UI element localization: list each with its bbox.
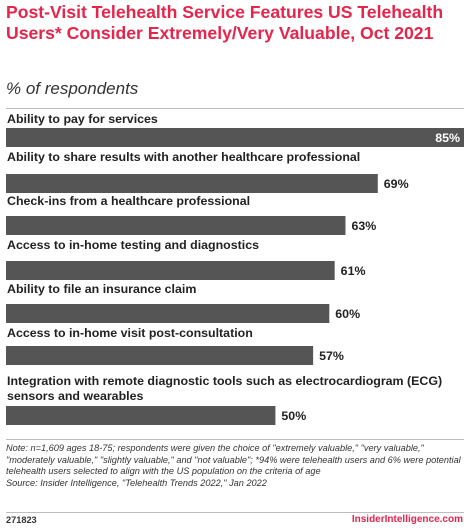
chart-title: Post-Visit Telehealth Service Features U… xyxy=(6,2,444,43)
bar-2 xyxy=(6,174,378,193)
chart-subtitle: % of respondents xyxy=(6,79,139,98)
note-text: Note: n=1,609 ages 18-75; respondents we… xyxy=(6,443,461,476)
brand-logo-text: InsiderIntelligence.com xyxy=(351,514,463,525)
top-divider xyxy=(6,108,464,109)
value-label-7: 50% xyxy=(281,409,306,423)
category-label-4: Access to in-home testing and diagnostic… xyxy=(7,238,259,252)
category-label-3: Check-ins from a healthcare professional xyxy=(7,194,250,208)
value-label-3: 63% xyxy=(351,219,376,233)
value-label-2: 69% xyxy=(384,177,409,191)
category-label-1: Ability to pay for services xyxy=(7,112,158,126)
bar-3 xyxy=(6,216,346,235)
category-label-2: Ability to share results with another he… xyxy=(7,150,360,164)
chart-notes: Note: n=1,609 ages 18-75; respondents we… xyxy=(6,443,462,489)
value-label-1: 85% xyxy=(435,131,460,145)
value-label-6: 57% xyxy=(319,349,344,363)
category-label-6: Access to in-home visit post-consultatio… xyxy=(7,326,253,340)
value-label-4: 61% xyxy=(341,264,366,278)
bar-5 xyxy=(6,304,330,323)
bar-6 xyxy=(6,346,314,365)
bar-4 xyxy=(6,261,335,280)
bottom-divider xyxy=(6,439,464,440)
source-text: Source: Insider Intelligence, "Telehealt… xyxy=(6,477,267,488)
footer-divider xyxy=(6,512,464,513)
bar-1 xyxy=(6,128,464,147)
chart-id: 271823 xyxy=(6,515,37,525)
category-label-5: Ability to file an insurance claim xyxy=(7,282,196,296)
value-label-5: 60% xyxy=(335,307,360,321)
bar-7 xyxy=(6,406,276,425)
category-label-7: Integration with remote diagnostic tools… xyxy=(7,374,442,403)
